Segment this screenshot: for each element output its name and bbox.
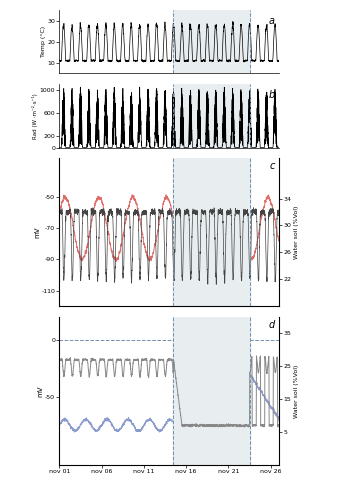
- Bar: [173, 317, 250, 465]
- Text: c: c: [269, 161, 275, 171]
- Y-axis label: Water soil (%Vol): Water soil (%Vol): [294, 364, 299, 418]
- Bar: [173, 10, 250, 74]
- Text: a: a: [269, 16, 275, 26]
- Y-axis label: mV: mV: [34, 226, 40, 238]
- Bar: [173, 84, 250, 148]
- Y-axis label: Rad (W ·m⁻²·s⁻¹): Rad (W ·m⁻²·s⁻¹): [32, 93, 38, 138]
- Text: d: d: [268, 320, 275, 330]
- Bar: [173, 158, 250, 306]
- Text: b: b: [268, 90, 275, 101]
- Y-axis label: mV: mV: [38, 385, 44, 396]
- Y-axis label: Temp (°C): Temp (°C): [41, 26, 46, 58]
- Bar: [173, 317, 250, 465]
- Y-axis label: Water soil (%Vol): Water soil (%Vol): [294, 206, 299, 259]
- Bar: [173, 158, 250, 306]
